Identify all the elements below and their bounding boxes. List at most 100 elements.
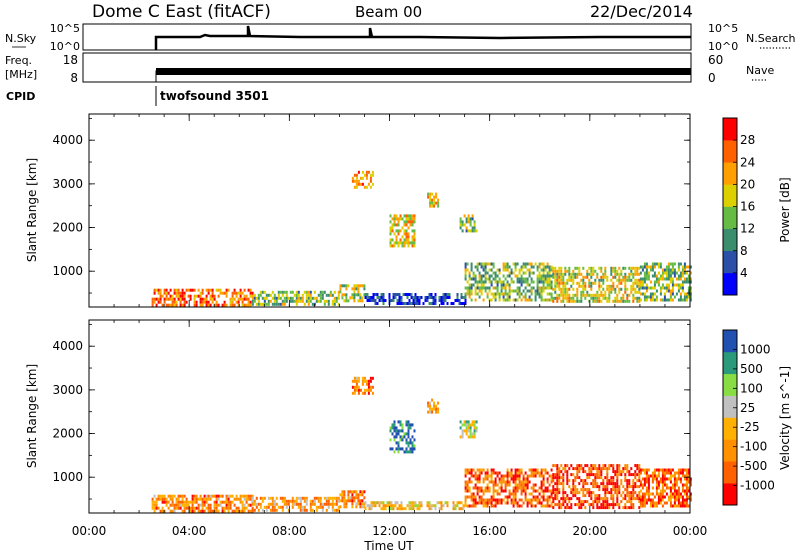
power-cell [183,300,186,304]
power-cell [277,296,280,300]
velocity-cell [683,504,686,508]
power-cell [588,293,591,297]
velocity-colorbar-tick-label: -25 [740,420,760,434]
velocity-cell [407,441,410,445]
velocity-cell [632,491,635,495]
velocity-cell [305,502,308,506]
velocity-cell [540,471,543,475]
velocity-cell [578,491,581,495]
velocity-cell [671,468,674,472]
velocity-cell [538,501,541,505]
power-cell [476,265,479,269]
power-cell [508,292,511,296]
velocity-cell [357,391,360,395]
velocity-cell [504,486,507,490]
power-cell [468,292,471,296]
power-cell [413,235,416,239]
power-cell [590,272,593,276]
power-cell [478,262,481,266]
velocity-cell [467,435,470,439]
velocity-cell [508,495,511,499]
power-cell [612,284,615,288]
velocity-cell [634,485,637,489]
velocity-cell [382,507,385,511]
power-cell [464,292,467,296]
velocity-cell [409,441,412,445]
power-cell [600,290,603,294]
power-cell [590,281,593,285]
power-cell [661,271,664,275]
velocity-cell [530,504,533,508]
power-cell [638,284,641,288]
power-cell [655,298,658,302]
power-cell [570,296,573,300]
power-cell [544,280,547,284]
power-cell [213,294,216,298]
power-cell [484,274,487,278]
velocity-cell [279,505,282,509]
velocity-cell [570,503,573,507]
velocity-cell [411,441,414,445]
velocity-cell [616,473,619,477]
velocity-cell [602,482,605,486]
velocity-cell [546,501,549,505]
velocity-cell [490,504,493,508]
velocity-cell [303,508,306,512]
velocity-cell [606,470,609,474]
velocity-cell [518,486,521,490]
power-cell [456,293,459,296]
velocity-cell [496,483,499,487]
date-label: 22/Dec/2014 [590,2,693,21]
power-cell [165,291,168,295]
power-cell [263,296,266,300]
power-cell [459,223,462,227]
velocity-cell [624,467,627,471]
velocity-cell [518,483,521,487]
power-cell [582,281,585,285]
velocity-cell [564,470,567,474]
velocity-cell [500,474,503,478]
power-cell [614,290,617,294]
power-cell [608,287,611,291]
velocity-cell [235,506,238,510]
velocity-cell [677,471,680,475]
velocity-cell [628,497,631,501]
power-cell [353,179,356,183]
velocity-cell [675,489,678,493]
velocity-cell [464,504,467,508]
velocity-cell [329,496,332,500]
power-cell [411,229,414,233]
power-cell [671,268,674,272]
power-cell [544,265,547,269]
velocity-cell [606,500,609,504]
power-cell [353,290,356,294]
power-cell [299,296,302,300]
power-cell [614,287,617,291]
velocity-cell [405,450,408,454]
velocity-cell [472,492,475,496]
velocity-cell [548,474,551,478]
velocity-cell [558,500,561,504]
power-cell [255,302,258,306]
power-cell [588,284,591,288]
power-cell [588,266,591,270]
power-cell [618,278,621,282]
power-cell [614,266,617,270]
velocity-cell [500,501,503,505]
velocity-cell [570,497,573,501]
power-cell [430,296,433,299]
power-cell [486,286,489,290]
power-cell [205,288,208,292]
power-cell [229,300,232,304]
power-cell [359,182,362,186]
velocity-cell [538,492,541,496]
power-cell [687,289,690,293]
power-cell [514,268,517,272]
power-cell [685,280,688,284]
velocity-cell [167,500,170,504]
power-cell [313,302,316,306]
power-cell [630,290,633,294]
velocity-cell [245,497,248,501]
